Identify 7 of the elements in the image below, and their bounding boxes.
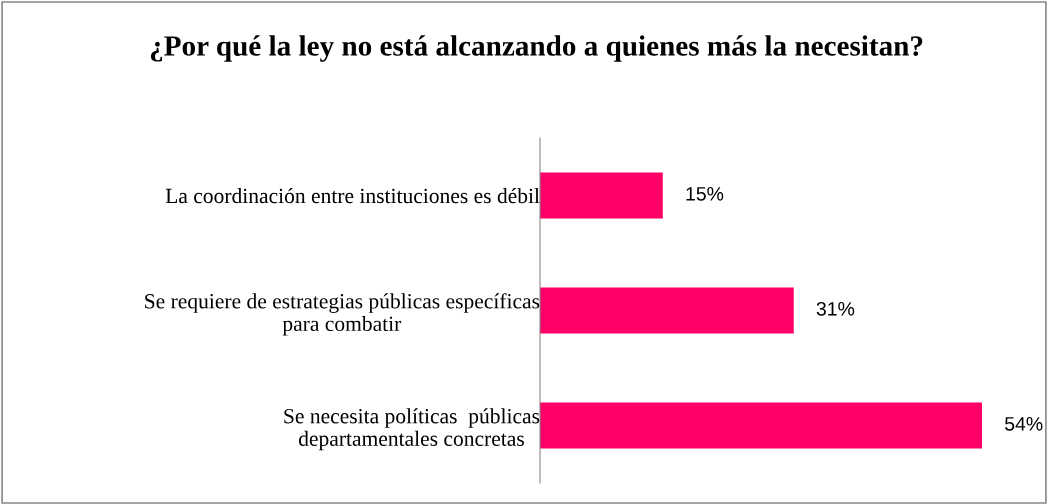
chart-title: ¿Por qué la ley no está alcanzando a quienes más la necesitan?	[150, 35, 923, 62]
data-label: 15%	[686, 187, 724, 201]
y-tick-label: Se requiere de estrategias públicas específicas para combatir	[145, 293, 540, 336]
data-label: 54%	[1005, 417, 1043, 431]
y-tick-label: Se necesita políticas públicas departamentales concretas	[284, 408, 540, 451]
data-label: 31%	[816, 301, 855, 316]
y-tick-label: La coordinación entre instituciones es débil	[165, 188, 540, 204]
